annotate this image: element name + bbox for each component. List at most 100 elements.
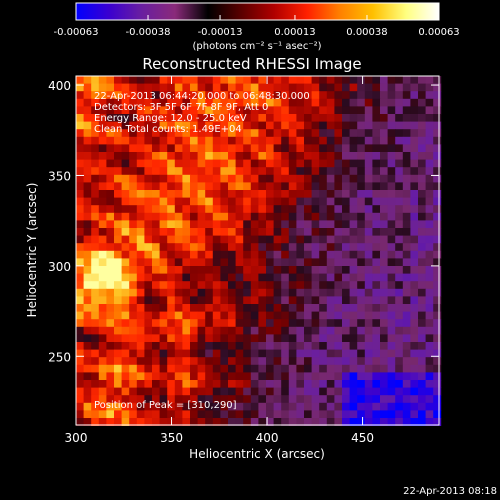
heatmap-cell	[235, 167, 244, 176]
heatmap-cell	[349, 395, 358, 404]
heatmap-cell	[76, 167, 84, 176]
heatmap-cell	[258, 121, 267, 130]
heatmap-cell	[76, 243, 84, 252]
heatmap-cell	[311, 144, 320, 153]
heatmap-cell	[402, 114, 411, 122]
heatmap-cell	[326, 136, 335, 145]
heatmap-cell	[395, 250, 404, 259]
heatmap-cell	[281, 144, 290, 153]
heatmap-cell	[76, 402, 84, 411]
heatmap-cell	[296, 326, 305, 335]
heatmap-cell	[205, 250, 214, 259]
heatmap-cell	[144, 121, 153, 130]
heatmap-cell	[212, 402, 221, 411]
heatmap-cell	[136, 418, 145, 426]
heatmap-cell	[167, 304, 176, 312]
heatmap-cell	[98, 402, 107, 411]
heatmap-cell	[395, 159, 404, 168]
heatmap-cell	[342, 372, 350, 381]
heatmap-cell	[205, 91, 214, 100]
heatmap-cell	[136, 334, 145, 343]
heatmap-cell	[159, 144, 168, 153]
heatmap-cell	[334, 159, 343, 168]
heatmap-cell	[197, 288, 206, 297]
colorbar-svg: -0.00063 -0.00038 -0.00013 0.00013 0.00038 0.…	[54, 2, 460, 52]
heatmap-cell	[433, 205, 442, 214]
heatmap-cell	[159, 212, 168, 221]
heatmap-cell	[258, 136, 267, 145]
heatmap-cell	[387, 364, 396, 373]
heatmap-cell	[425, 83, 434, 92]
heatmap-cell	[395, 91, 404, 100]
heatmap-cell	[243, 372, 252, 381]
heatmap-cell	[311, 273, 320, 282]
heatmap-cell	[212, 296, 221, 305]
heatmap-cell	[250, 167, 259, 176]
heatmap-cell	[76, 212, 84, 221]
heatmap-cell	[159, 235, 168, 244]
heatmap-cell	[114, 190, 122, 198]
heatmap-cell	[182, 76, 191, 84]
heatmap-cell	[197, 258, 206, 267]
heatmap-cell	[258, 296, 267, 305]
heatmap-cell	[121, 129, 130, 138]
heatmap-cell	[114, 372, 122, 381]
heatmap-cell	[410, 273, 419, 282]
heatmap-cell	[190, 228, 198, 236]
heatmap-cell	[144, 167, 153, 176]
heatmap-cell	[136, 395, 145, 404]
heatmap-cell	[304, 281, 312, 290]
heatmap-cell	[418, 342, 426, 350]
heatmap-cell	[258, 410, 267, 419]
heatmap-cell	[114, 167, 122, 176]
heatmap-cell	[152, 212, 160, 221]
heatmap-cell	[311, 212, 320, 221]
heatmap-cell	[296, 281, 305, 290]
heatmap-cell	[357, 334, 366, 343]
heatmap-cell	[258, 144, 267, 153]
heatmap-cell	[250, 357, 259, 366]
heatmap-cell	[129, 326, 138, 335]
heatmap-cell	[288, 98, 297, 107]
heatmap-cell	[311, 387, 320, 396]
heatmap-cell	[433, 136, 442, 145]
heatmap-cell	[228, 357, 236, 366]
heatmap-cell	[121, 167, 130, 176]
heatmap-cell	[357, 372, 366, 381]
heatmap-cell	[372, 144, 381, 153]
heatmap-cell	[387, 250, 396, 259]
heatmap-cell	[311, 220, 320, 229]
heatmap-cell	[106, 402, 115, 411]
heatmap-cell	[167, 250, 176, 259]
heatmap-cell	[418, 296, 426, 305]
heatmap-cell	[243, 357, 252, 366]
heatmap-cell	[364, 288, 373, 297]
heatmap-cell	[402, 273, 411, 282]
heatmap-cell	[121, 387, 130, 396]
heatmap-cell	[418, 304, 426, 312]
heatmap-cell	[220, 205, 229, 214]
heatmap-cell	[319, 106, 328, 115]
heatmap-cell	[395, 167, 404, 176]
heatmap-cell	[205, 387, 214, 396]
heatmap-cell	[273, 228, 282, 236]
heatmap-cell	[190, 281, 198, 290]
heatmap-cell	[152, 144, 160, 153]
heatmap-cell	[144, 357, 153, 366]
heatmap-cell	[311, 357, 320, 366]
heatmap-cell	[136, 296, 145, 305]
heatmap-cell	[418, 364, 426, 373]
heatmap-cell	[228, 319, 236, 328]
heatmap-cell	[380, 114, 388, 122]
heatmap-cell	[197, 326, 206, 335]
heatmap-cell	[296, 319, 305, 328]
heatmap-cell	[106, 311, 115, 320]
heatmap-cell	[342, 182, 350, 191]
heatmap-cell	[296, 410, 305, 419]
heatmap-cell	[114, 296, 122, 305]
heatmap-cell	[83, 387, 92, 396]
heatmap-cell	[190, 129, 198, 138]
heatmap-cell	[311, 98, 320, 107]
heatmap-cell	[418, 205, 426, 214]
heatmap-cell	[296, 357, 305, 366]
